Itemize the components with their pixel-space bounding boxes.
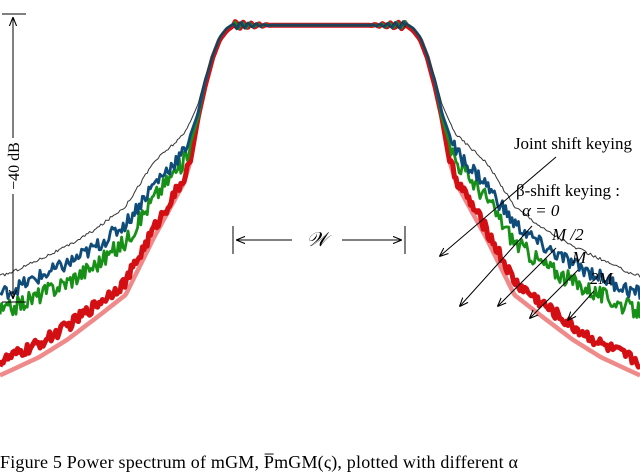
annotation-m-half-leader [498,247,557,306]
annotation-m-leader [530,269,579,318]
db-dimension-marker: −40 dB [2,13,26,303]
annotation-alpha-zero-leader [460,225,533,306]
bandwidth-marker: 𝒲 [232,226,406,254]
series-line-4 [0,21,640,278]
annotation-2m: 2M [590,269,614,288]
annotations: Joint shift keying β-shift keying : α = … [440,134,632,320]
annotation-joint-leader [440,156,557,256]
series-line-2 [0,20,640,319]
db-dimension-label: −40 dB [6,142,23,190]
annotation-m-half: M /2 [551,225,584,244]
annotation-alpha-zero: α = 0 [522,201,560,220]
bandwidth-label: 𝒲 [307,229,333,251]
figure-caption: Figure 5 Power spectrum of mGM, P̅mGM(ς)… [0,452,519,472]
annotation-beta-shift-keying: β-shift keying : [516,181,620,200]
annotation-joint-shift-keying: Joint shift keying [514,134,633,153]
annotation-m: M [571,248,587,267]
annotation-2m-leader [568,290,595,320]
series-line-3 [0,20,640,300]
